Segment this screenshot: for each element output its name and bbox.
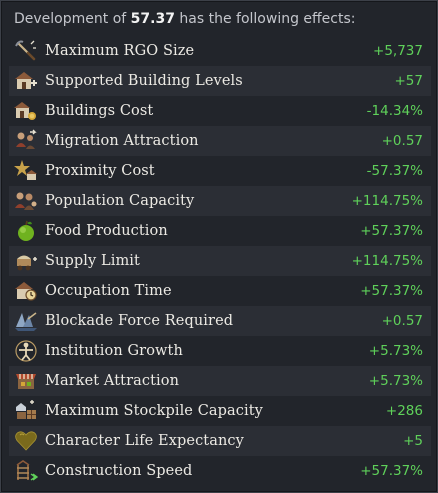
effect-row: Blockade Force Required +0.57 [9, 306, 431, 336]
supply-icon [11, 248, 41, 274]
migration-icon [11, 128, 41, 154]
effect-row: Proximity Cost -57.37% [9, 156, 431, 186]
blockade-icon [11, 308, 41, 334]
effect-row: Supply Limit +114.75% [9, 246, 431, 276]
market-icon [11, 368, 41, 394]
effect-label: Population Capacity [45, 193, 195, 209]
effect-row: Character Life Expectancy +5 [9, 426, 431, 456]
effect-value: -57.37% [366, 163, 423, 179]
effect-value: -14.34% [366, 103, 423, 119]
construction-icon [11, 458, 41, 484]
effect-row: Market Attraction +5.73% [9, 366, 431, 396]
effect-label: Buildings Cost [45, 103, 154, 119]
effect-row: Migration Attraction +0.57 [9, 126, 431, 156]
effect-value: +5 [403, 433, 423, 449]
effect-row: Institution Growth +5.73% [9, 336, 431, 366]
effect-value: +286 [385, 403, 423, 419]
effect-label: Occupation Time [45, 283, 172, 299]
effect-label: Blockade Force Required [45, 313, 234, 329]
effect-value: +57.37% [360, 463, 423, 479]
effect-row: Food Production +57.37% [9, 216, 431, 246]
effect-row: Occupation Time +57.37% [9, 276, 431, 306]
effect-label: Proximity Cost [45, 163, 155, 179]
effect-label: Character Life Expectancy [45, 433, 244, 449]
effect-row: Buildings Cost -14.34% [9, 96, 431, 126]
effect-row: Population Capacity +114.75% [9, 186, 431, 216]
header-suffix: has the following effects: [179, 11, 356, 27]
heart-icon [11, 428, 41, 454]
effect-label: Supply Limit [45, 253, 140, 269]
effect-value: +0.57 [381, 133, 423, 149]
effect-value: +5,737 [373, 43, 423, 59]
proximity-icon [11, 158, 41, 184]
building-levels-icon [11, 68, 41, 94]
effect-label: Supported Building Levels [45, 73, 243, 89]
effect-value: +114.75% [351, 193, 423, 209]
buildings-cost-icon [11, 98, 41, 124]
rgo-size-icon [11, 38, 41, 64]
effect-row: Supported Building Levels +57 [9, 66, 431, 96]
effect-value: +5.73% [368, 373, 423, 389]
effect-row: Construction Speed +57.37% [9, 456, 431, 486]
effect-label: Construction Speed [45, 463, 193, 479]
institution-icon [11, 338, 41, 364]
occupation-icon [11, 278, 41, 304]
effects-list: Maximum RGO Size +5,737 Supported Buildi… [9, 36, 431, 486]
effect-value: +5.73% [368, 343, 423, 359]
effect-label: Maximum Stockpile Capacity [45, 403, 263, 419]
effect-value: +0.57 [381, 313, 423, 329]
effect-row: Maximum Stockpile Capacity +286 [9, 396, 431, 426]
stockpile-icon [11, 398, 41, 424]
development-value: 57.37 [130, 11, 175, 27]
tooltip-header: Development of 57.37 has the following e… [1, 1, 437, 38]
effect-label: Food Production [45, 223, 168, 239]
effect-row: Maximum RGO Size +5,737 [9, 36, 431, 66]
effect-value: +57.37% [360, 223, 423, 239]
effect-value: +57.37% [360, 283, 423, 299]
effect-value: +114.75% [351, 253, 423, 269]
effect-label: Institution Growth [45, 343, 183, 359]
effect-label: Market Attraction [45, 373, 180, 389]
population-icon [11, 188, 41, 214]
food-apple-icon [11, 218, 41, 244]
header-prefix: Development of [14, 11, 127, 27]
effect-label: Maximum RGO Size [45, 43, 195, 59]
effect-value: +57 [394, 73, 424, 89]
effect-label: Migration Attraction [45, 133, 199, 149]
